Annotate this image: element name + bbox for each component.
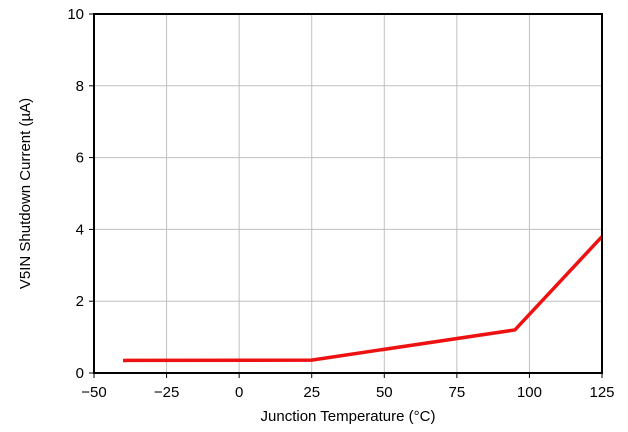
x-axis-title: Junction Temperature (°C) <box>261 408 436 425</box>
grid <box>94 14 602 373</box>
x-tick-label: −25 <box>154 384 179 401</box>
y-tick-label: 10 <box>67 6 84 23</box>
tick-marks <box>89 13 603 378</box>
series-line <box>123 235 604 363</box>
x-tick-label: 125 <box>589 384 614 401</box>
x-tick-label: 25 <box>303 384 320 401</box>
x-tick-label: 75 <box>449 384 466 401</box>
y-tick-labels: 0 2 4 6 8 10 <box>67 6 84 382</box>
x-tick-label: −50 <box>81 384 106 401</box>
series-layer <box>123 235 604 363</box>
plot-border <box>93 13 603 374</box>
x-tick-label: 50 <box>376 384 393 401</box>
y-tick-label: 4 <box>76 221 84 238</box>
x-tick-labels: −50 −25 0 25 50 75 100 125 <box>81 384 614 401</box>
y-tick-label: 2 <box>76 293 84 310</box>
x-tick-label: 100 <box>517 384 542 401</box>
y-tick-label: 6 <box>76 150 84 167</box>
y-axis-title: V5IN Shutdown Current (µA) <box>17 98 34 289</box>
y-tick-label: 0 <box>76 365 84 382</box>
y-tick-label: 8 <box>76 78 84 95</box>
x-tick-label: 0 <box>235 384 243 401</box>
